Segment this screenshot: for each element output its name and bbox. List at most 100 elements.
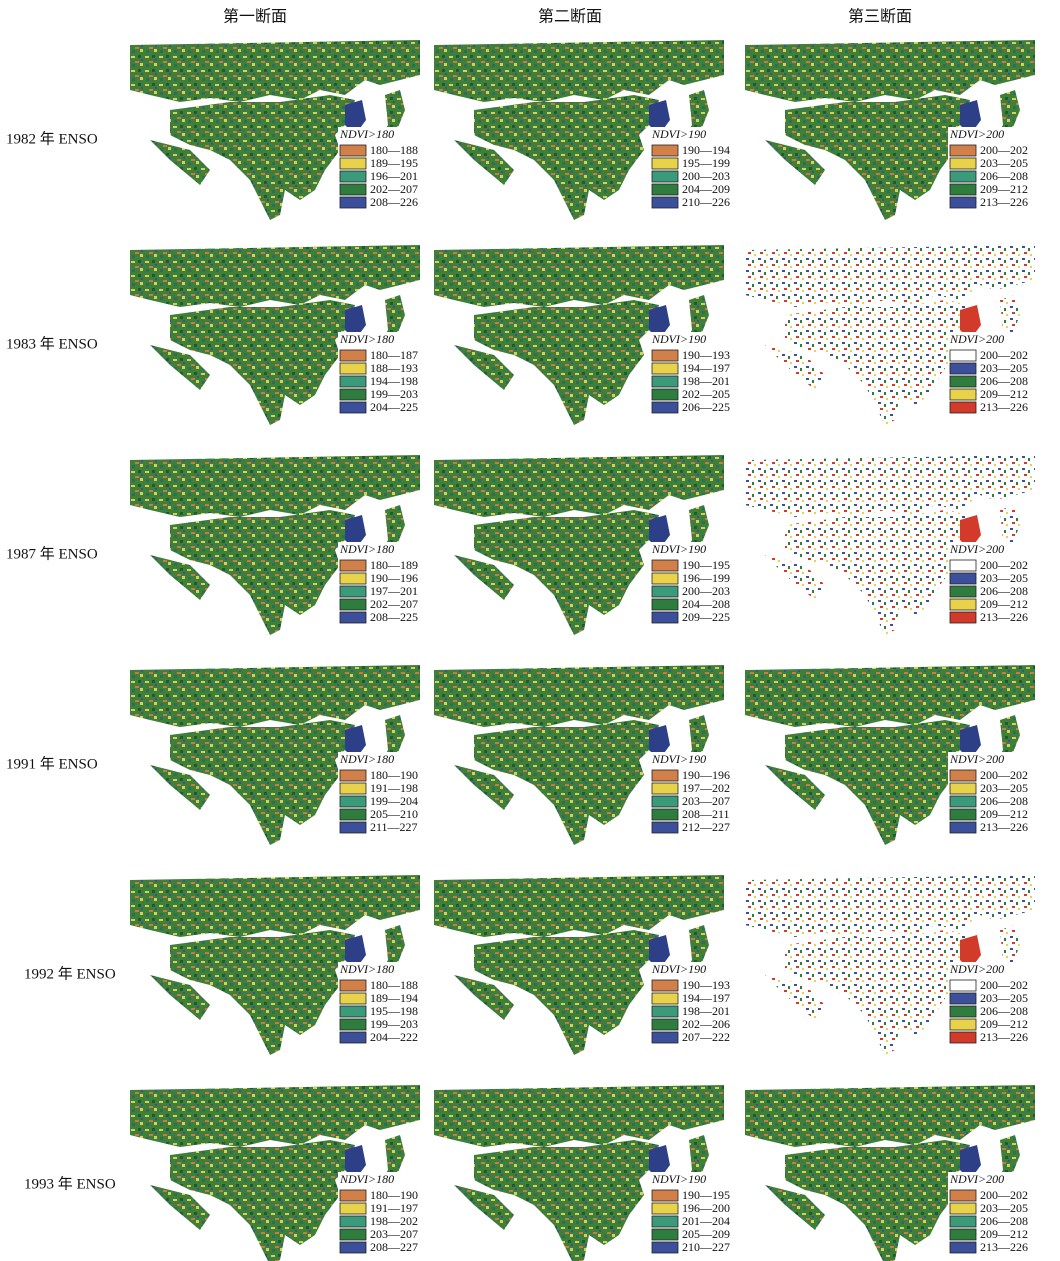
legend-swatch [339,375,367,388]
legend-title: NDVI>200 [949,332,1004,346]
korea [649,1145,670,1180]
legend-label: 200—203 [682,169,730,183]
legend-title: NDVI>180 [339,752,394,766]
legend-swatch [651,795,679,808]
legend-label: 200—202 [980,768,1028,782]
legend-title: NDVI>190 [651,332,706,346]
map-panel: NDVI>190 190—194195—199200—203204—209210—… [434,40,730,220]
legend-swatch [339,559,367,572]
legend-label: 208—225 [370,610,418,624]
legend-label: 190—194 [682,143,730,157]
legend-swatch [949,808,977,821]
legend-label: 196—200 [682,1201,730,1215]
legend-label: 200—202 [980,1188,1028,1202]
legend-label: 209—212 [980,182,1028,196]
legend-swatch [949,585,977,598]
legend-swatch [651,349,679,362]
legend-label: 197—201 [370,584,418,598]
korea [345,100,366,135]
legend-swatch [949,1018,977,1031]
legend-swatch [339,196,367,209]
korea [649,305,670,340]
legend-swatch [651,559,679,572]
legend-label: 190—196 [682,768,730,782]
legend-label: 198—201 [682,1004,730,1018]
legend-swatch [651,611,679,624]
row-label: 1982 年 ENSO [6,130,98,147]
legend-swatch [949,1215,977,1228]
korea [960,100,981,135]
legend-swatch [949,362,977,375]
map-panel: NDVI>200 200—202203—205206—208209—212213—… [745,245,1035,425]
legend-label: 203—207 [682,794,730,808]
legend-label: 207—222 [682,1030,730,1044]
korea [960,515,981,550]
legend-swatch [651,992,679,1005]
map-panel: NDVI>180 180—188189—195196—201202—207208—… [130,40,420,220]
legend-swatch [339,144,367,157]
legend-label: 197—202 [682,781,730,795]
legend-label: 203—205 [980,156,1028,170]
legend-swatch [339,1005,367,1018]
legend-label: 180—189 [370,558,418,572]
legend-swatch [949,611,977,624]
legend-label: 198—201 [682,374,730,388]
legend-swatch [339,598,367,611]
legend-label: 195—199 [682,156,730,170]
korea [960,305,981,340]
legend-swatch [651,1005,679,1018]
legend-label: 206—208 [980,584,1028,598]
korea [960,1145,981,1180]
legend-swatch [651,362,679,375]
legend-swatch [949,821,977,834]
legend-label: 190—195 [682,1188,730,1202]
legend-swatch [949,992,977,1005]
legend-label: 202—205 [682,387,730,401]
legend-title: NDVI>200 [949,542,1004,556]
legend-label: 204—225 [370,400,418,414]
legend-swatch [949,1202,977,1215]
legend-label: 203—205 [980,571,1028,585]
korea [345,515,366,550]
legend-swatch [651,979,679,992]
legend-swatch [339,821,367,834]
legend-label: 206—225 [682,400,730,414]
legend-label: 200—202 [980,978,1028,992]
legend-swatch [339,769,367,782]
legend-label: 209—212 [980,807,1028,821]
legend-swatch [651,1202,679,1215]
legend-label: 203—205 [980,781,1028,795]
legend-label: 205—209 [682,1227,730,1241]
legend-swatch [651,196,679,209]
legend-swatch [651,821,679,834]
legend-label: 194—197 [682,991,730,1005]
korea [345,305,366,340]
legend-swatch [339,1202,367,1215]
legend-label: 190—195 [682,558,730,572]
legend-label: 209—225 [682,610,730,624]
legend-label: 203—205 [980,991,1028,1005]
legend-label: 209—212 [980,1227,1028,1241]
legend-label: 204—222 [370,1030,418,1044]
row-label: 1991 年 ENSO [6,755,98,772]
map-panel: NDVI>200 200—202203—205206—208209—212213—… [745,40,1035,220]
map-panel: NDVI>180 180—188189—194195—198199—203204—… [130,875,420,1055]
legend-label: 213—226 [980,610,1028,624]
legend-swatch [339,1031,367,1044]
legend-swatch [339,611,367,624]
legend-title: NDVI>190 [651,1172,706,1186]
legend-swatch [339,992,367,1005]
column-header: 第三断面 [848,8,912,26]
legend-label: 180—188 [370,978,418,992]
legend-swatch [651,401,679,414]
legend-title: NDVI>190 [651,542,706,556]
map-panel: NDVI>200 200—202203—205206—208209—212213—… [745,455,1035,635]
legend-swatch [949,401,977,414]
legend-label: 208—211 [682,807,730,821]
legend-swatch [949,170,977,183]
legend-swatch [651,1189,679,1202]
legend-swatch [339,808,367,821]
legend-title: NDVI>190 [651,127,706,141]
legend-swatch [949,572,977,585]
